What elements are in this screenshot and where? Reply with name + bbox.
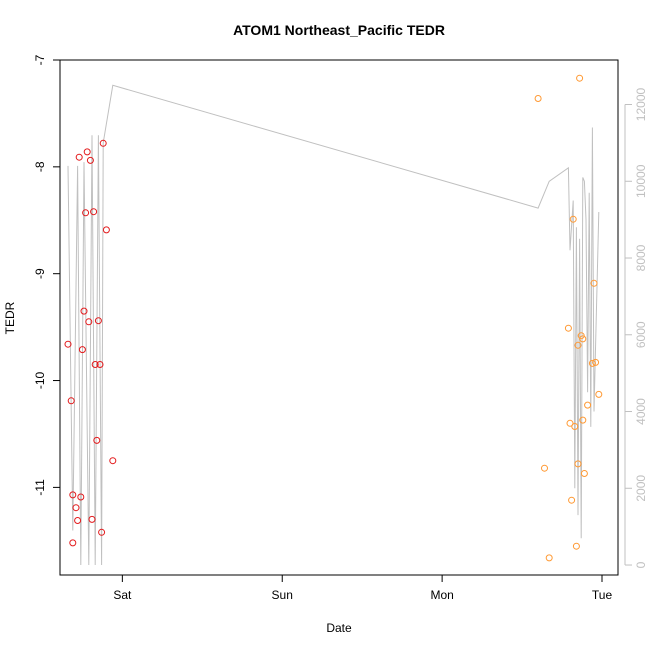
data-point-s1-21: [98, 528, 106, 536]
chart-title: ATOM1 Northeast_Pacific TEDR: [233, 22, 445, 38]
data-point-s2-9: [572, 542, 580, 550]
series-line: [67, 84, 600, 566]
x-axis-title: Date: [326, 621, 352, 635]
data-point-s2-5: [566, 419, 574, 427]
x-axis: Sat Sun Mon Tue: [113, 575, 612, 602]
data-point-s1-5: [72, 504, 80, 512]
y2-tick-label-4: 6000: [634, 321, 648, 348]
data-point-s1-3: [69, 539, 77, 547]
data-point-s1-1: [64, 340, 72, 348]
y-axis-title: TEDR: [3, 301, 17, 334]
data-point-s2-15: [579, 416, 587, 424]
y2-tick-label-5: 8000: [634, 244, 648, 271]
plot-frame: [59, 59, 619, 576]
y2-tick-label-1: 0: [634, 561, 648, 568]
data-point-s1-10: [80, 307, 88, 315]
y2-tick-label-7: 12000: [634, 87, 648, 121]
data-point-s2-1: [534, 95, 542, 102]
y-tick-label-2: -8: [33, 161, 47, 172]
x-tick-label-3: Mon: [430, 588, 453, 602]
y2-axis: 0 2000 4000 6000 8000 10000 12000: [624, 87, 648, 568]
y-axis: -7 -8 -9 -10 -11: [33, 54, 60, 496]
data-point-s1-19: [94, 317, 102, 325]
x-tick-label-4: Tue: [592, 588, 613, 602]
data-point-s2-11: [574, 341, 582, 349]
line-layer: [67, 84, 600, 566]
data-point-s2-12: [576, 74, 584, 82]
data-point-s1-15: [88, 515, 96, 523]
data-point-s1-20: [96, 361, 104, 368]
y2-tick-label-6: 10000: [634, 164, 648, 198]
data-point-s2-20: [592, 358, 600, 366]
data-point-s2-19: [590, 279, 598, 287]
x-tick-label-1: Sat: [113, 588, 132, 602]
data-point-s1-23: [102, 226, 110, 234]
y2-tick-label-2: 2000: [634, 475, 648, 502]
data-point-s1-2: [67, 397, 75, 405]
data-point-s2-10: [574, 460, 582, 468]
data-point-s1-11: [82, 209, 90, 217]
points-layer: [64, 74, 603, 562]
x-tick-label-2: Sun: [272, 588, 293, 602]
data-point-s1-7: [75, 153, 83, 161]
y2-tick-label-3: 4000: [634, 398, 648, 425]
data-point-s2-8: [571, 423, 579, 430]
data-point-s1-16: [90, 208, 98, 216]
data-point-s2-7: [569, 215, 577, 223]
data-point-s2-17: [584, 401, 592, 409]
data-point-s1-17: [91, 361, 99, 368]
data-point-s1-4: [69, 491, 77, 499]
data-point-s1-8: [77, 493, 85, 501]
data-point-s2-16: [580, 470, 588, 477]
data-point-s2-18: [588, 359, 596, 367]
y-tick-label-3: -9: [33, 268, 47, 279]
y-tick-label-5: -11: [33, 479, 47, 496]
data-point-s1-22: [99, 139, 107, 147]
y-tick-label-1: -7: [33, 54, 47, 65]
data-point-s1-14: [86, 156, 94, 164]
data-point-s1-18: [93, 436, 101, 444]
data-point-s1-12: [83, 148, 91, 156]
data-point-s1-24: [109, 457, 117, 465]
data-point-s2-6: [568, 496, 576, 504]
data-point-s1-13: [85, 318, 93, 326]
data-point-s2-21: [595, 390, 603, 398]
data-point-s1-6: [74, 517, 82, 524]
data-point-s2-2: [541, 464, 548, 472]
data-point-s2-4: [564, 324, 572, 332]
data-point-s2-14: [579, 335, 587, 343]
y-tick-label-4: -10: [33, 372, 47, 390]
data-point-s2-3: [545, 554, 553, 562]
data-point-s1-9: [78, 346, 86, 354]
